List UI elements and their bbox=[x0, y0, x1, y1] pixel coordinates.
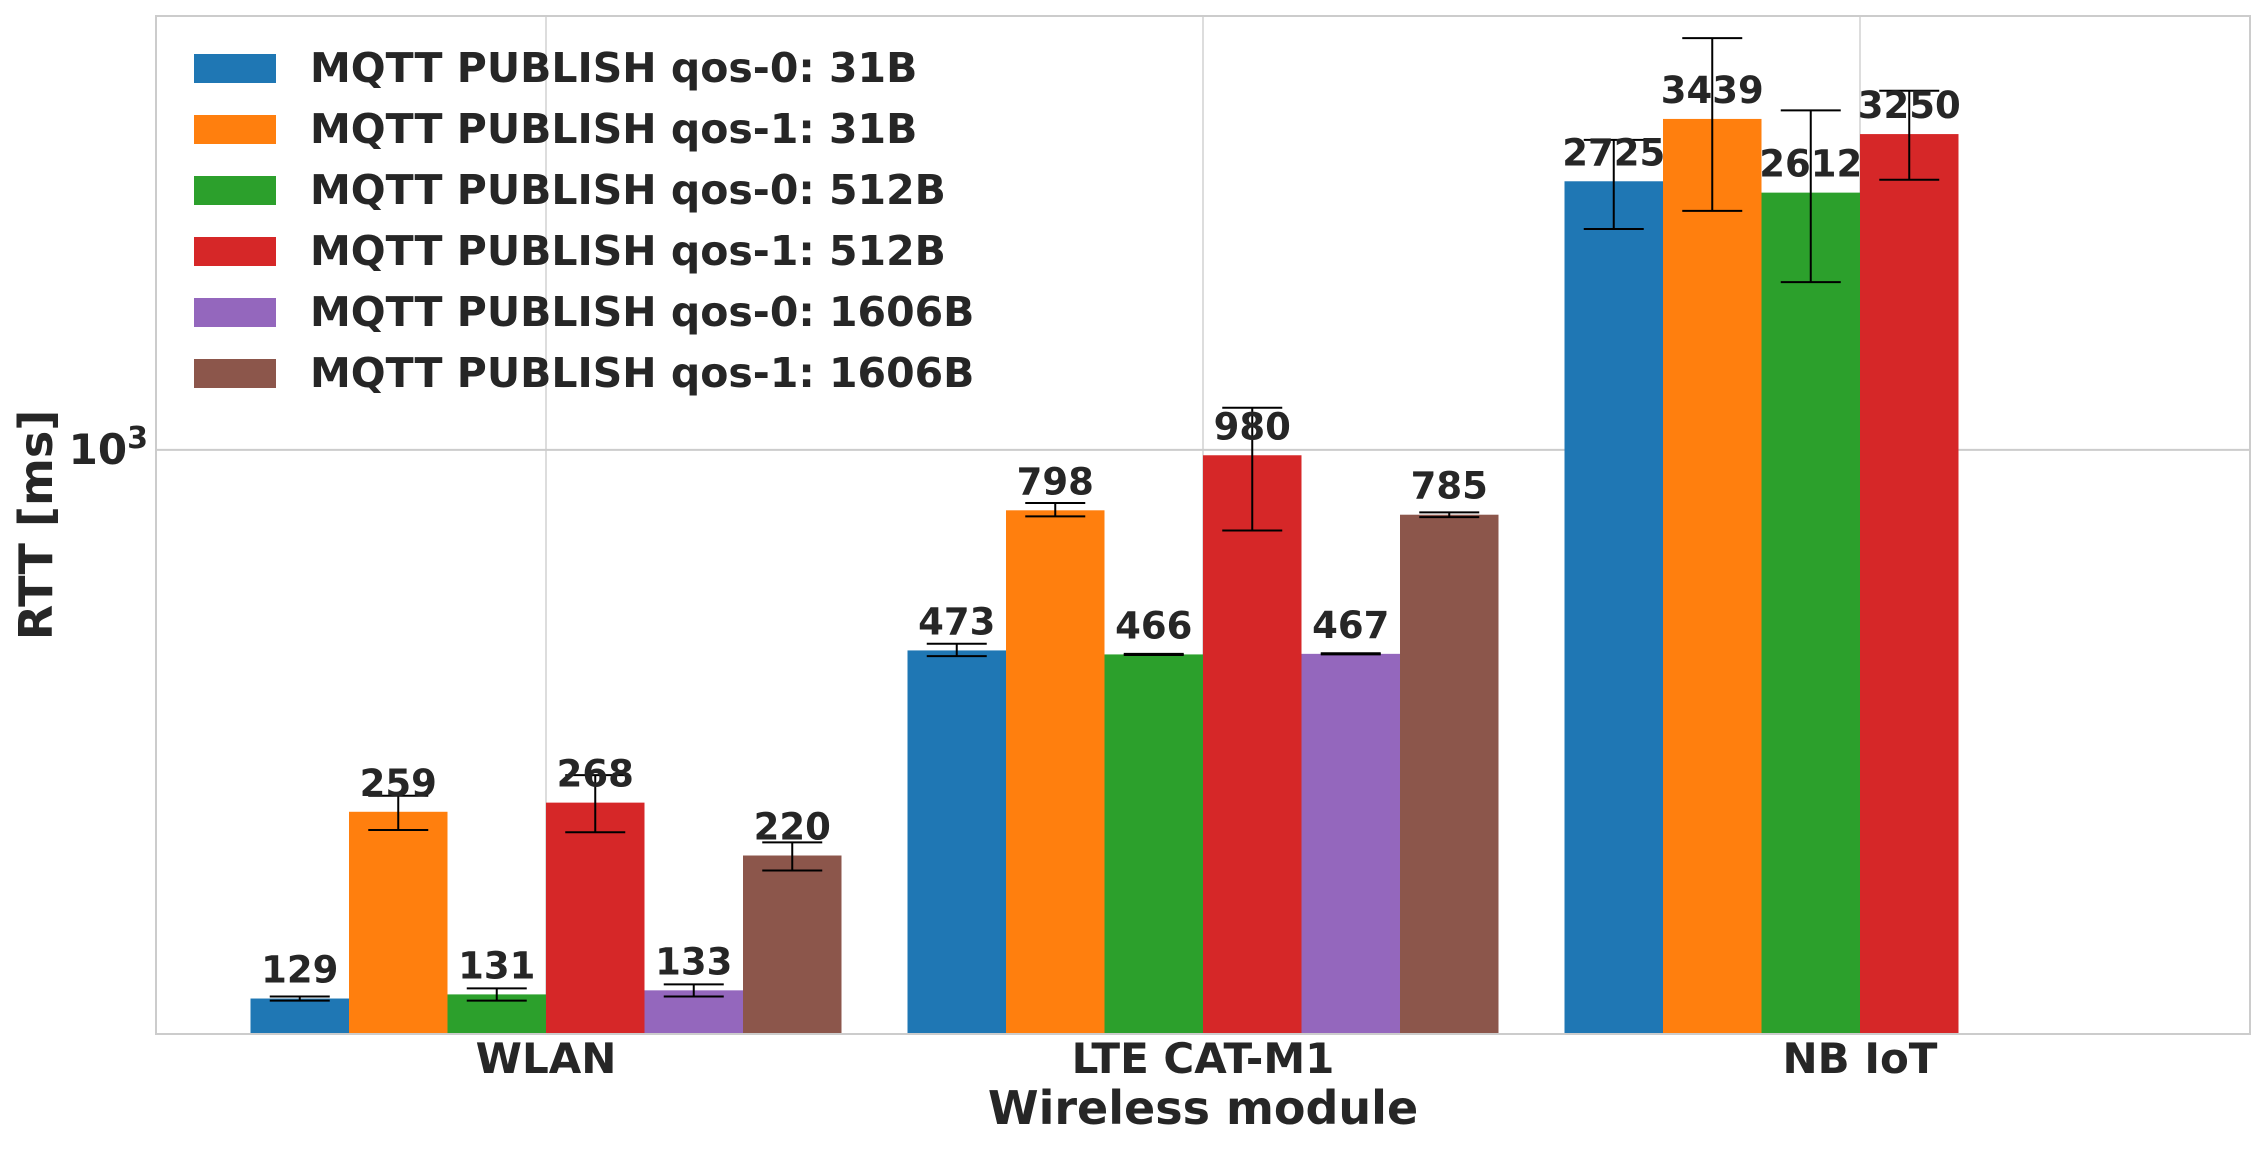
data-label: 3439 bbox=[1661, 69, 1764, 112]
bar bbox=[1860, 134, 1959, 1035]
x-tick-label: LTE CAT-M1 bbox=[1072, 1034, 1335, 1083]
bar bbox=[1203, 455, 1302, 1035]
bar bbox=[1006, 510, 1105, 1035]
x-tick-labels: WLAN LTE CAT-M1 NB IoT bbox=[476, 1034, 1938, 1083]
bar bbox=[1104, 654, 1203, 1034]
legend-swatch bbox=[194, 359, 276, 388]
y-tick-label: 103 bbox=[69, 421, 148, 474]
bar bbox=[1301, 653, 1400, 1034]
x-tick-label: WLAN bbox=[476, 1034, 617, 1083]
bar bbox=[907, 650, 1006, 1034]
legend-entry: MQTT PUBLISH qos-0: 1606B bbox=[310, 288, 974, 336]
data-label: 2612 bbox=[1759, 143, 1862, 186]
data-label: 467 bbox=[1312, 604, 1389, 647]
data-label: 129 bbox=[261, 949, 338, 992]
bar bbox=[546, 802, 645, 1034]
data-label: 798 bbox=[1017, 460, 1094, 503]
legend-swatch bbox=[194, 176, 276, 205]
legend-swatch bbox=[194, 54, 276, 83]
y-tick-labels: 103 bbox=[69, 421, 148, 474]
data-labels-group: 129 473 2725 259 798 3439 131 466 2612 268 980 3250… bbox=[261, 69, 1961, 992]
bars-group bbox=[250, 118, 1959, 1035]
data-label: 268 bbox=[557, 753, 634, 796]
legend-entry: MQTT PUBLISH qos-1: 31B bbox=[310, 105, 917, 153]
legend-swatch bbox=[194, 237, 276, 266]
legend-entry: MQTT PUBLISH qos-0: 512B bbox=[310, 166, 946, 214]
x-axis-label: Wireless module bbox=[988, 1081, 1418, 1135]
data-label: 220 bbox=[754, 806, 831, 849]
bar bbox=[1564, 181, 1663, 1034]
data-label: 131 bbox=[458, 944, 535, 987]
error-bars-group bbox=[269, 37, 1940, 1002]
data-label: 133 bbox=[655, 940, 732, 983]
data-label: 259 bbox=[360, 762, 437, 805]
bar bbox=[644, 990, 743, 1034]
bar bbox=[743, 855, 842, 1034]
data-label: 2725 bbox=[1562, 131, 1665, 174]
legend: MQTT PUBLISH qos-0: 31B MQTT PUBLISH qos-… bbox=[194, 44, 974, 397]
data-label: 3250 bbox=[1858, 84, 1961, 127]
bar bbox=[1663, 118, 1762, 1035]
data-label: 785 bbox=[1411, 465, 1488, 508]
legend-entry: MQTT PUBLISH qos-0: 31B bbox=[310, 44, 917, 92]
bar bbox=[349, 811, 448, 1034]
data-label: 473 bbox=[918, 600, 995, 643]
legend-entry: MQTT PUBLISH qos-1: 512B bbox=[310, 227, 946, 275]
x-tick-label: NB IoT bbox=[1783, 1034, 1938, 1083]
legend-swatch bbox=[194, 115, 276, 144]
bar bbox=[250, 998, 349, 1034]
data-label: 980 bbox=[1214, 405, 1291, 448]
legend-swatch bbox=[194, 298, 276, 327]
data-label: 466 bbox=[1115, 604, 1192, 647]
bar bbox=[1400, 514, 1499, 1034]
plot-frame bbox=[155, 15, 2251, 1035]
y-axis-label: RTT [ms] bbox=[9, 410, 63, 641]
legend-entry: MQTT PUBLISH qos-1: 1606B bbox=[310, 349, 974, 397]
bar bbox=[1761, 192, 1860, 1035]
